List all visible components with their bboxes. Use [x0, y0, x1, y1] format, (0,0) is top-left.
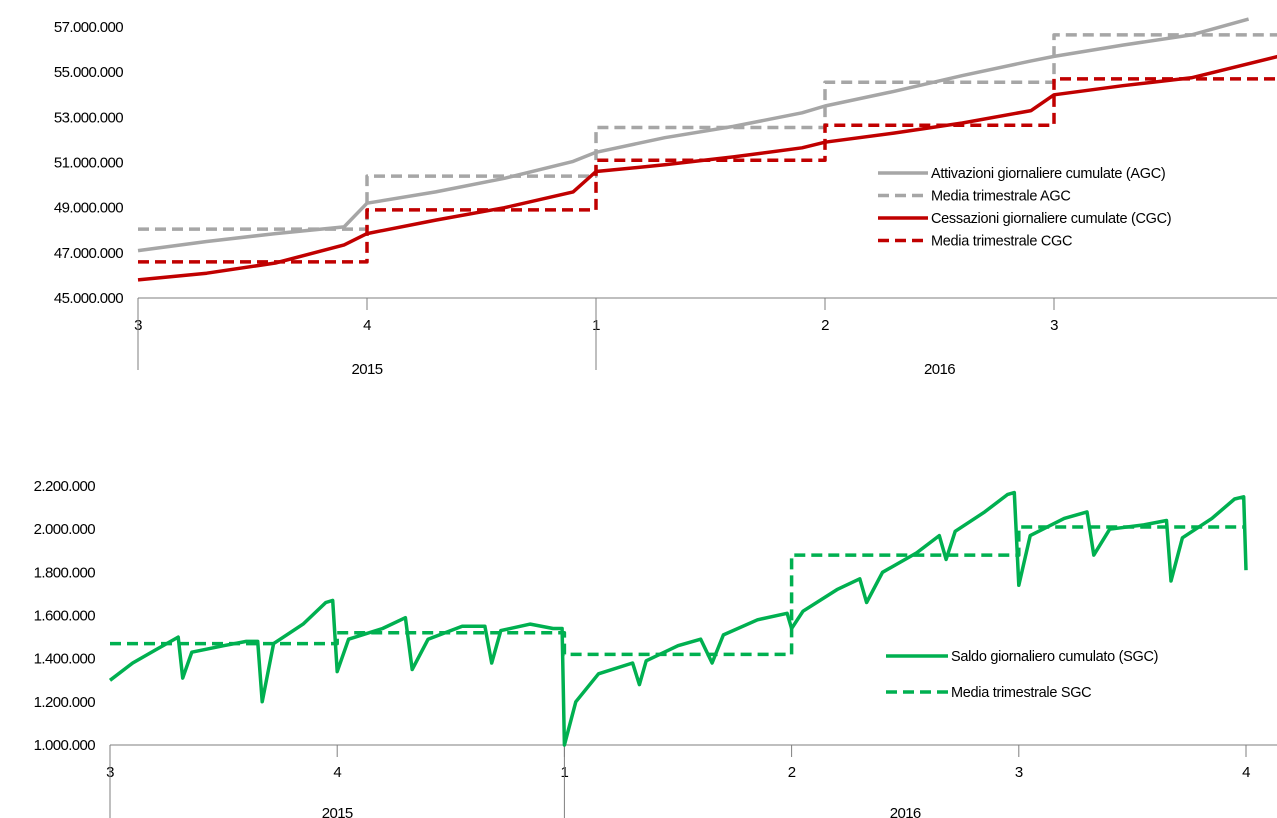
x-tick-label: 2: [788, 764, 796, 781]
year-label: 2016: [924, 361, 955, 378]
x-tick-label: 4: [333, 764, 341, 781]
y-tick-label: 1.000.000: [34, 737, 96, 754]
y-tick-label: 1.600.000: [34, 608, 96, 625]
chart-cumulative-balance: 1.000.000 1.200.000 1.400.000 1.600.000 1.80…: [34, 478, 1277, 818]
series-line-attivazioni-giornaliere-cumulate-agc: [137, 17, 1250, 253]
series-group: [108, 490, 1248, 747]
legend-label: Media trimestrale CGC: [931, 234, 1072, 250]
chart-cumulative-flows: 45.000.000 47.000.000 49.000.000 51.000.000…: [54, 17, 1277, 378]
y-tick-label: 1.200.000: [34, 694, 96, 711]
series-line-saldo-giornaliero-cumulato-sgc: [108, 490, 1248, 747]
y-tick-label: 45.000.000: [54, 290, 123, 307]
legend: Saldo giornaliero cumulato (SGC) Media tr…: [886, 649, 1159, 701]
x-tick-label: 4: [1242, 764, 1250, 781]
series-line-cessazioni-giornaliere-cumulate-cgc: [137, 54, 1277, 282]
legend-label: Media trimestrale AGC: [931, 189, 1071, 205]
legend: Attivazioni giornaliere cumulate (AGC) Me…: [878, 166, 1172, 250]
x-axis-group: 34123420152016: [134, 298, 1059, 378]
y-tick-label: 2.200.000: [34, 478, 96, 495]
y-tick-label: 1.400.000: [34, 651, 96, 668]
series-group: [137, 17, 1277, 282]
legend-label: Cessazioni giornaliere cumulate (CGC): [931, 211, 1171, 227]
year-label: 2016: [890, 805, 921, 818]
y-tick-label: 53.000.000: [54, 109, 123, 126]
y-axis-ticks: 45.000.000 47.000.000 49.000.000 51.000.000…: [54, 19, 124, 307]
y-tick-label: 57.000.000: [54, 19, 123, 36]
series-line-media-trimestrale-sgc: [110, 525, 1246, 657]
x-tick-label: 3: [1050, 317, 1058, 334]
legend-label: Saldo giornaliero cumulato (SGC): [951, 649, 1158, 665]
y-tick-label: 47.000.000: [54, 245, 123, 262]
y-axis-ticks: 1.000.000 1.200.000 1.400.000 1.600.000 1.80…: [34, 478, 96, 754]
x-tick-label: 4: [363, 317, 371, 334]
year-label: 2015: [352, 361, 383, 378]
y-tick-label: 55.000.000: [54, 64, 123, 81]
x-axis-group: 34123420152016: [106, 745, 1251, 818]
series-line-media-trimestrale-cgc: [138, 77, 1277, 264]
x-tick-label: 2: [821, 317, 829, 334]
legend-label: Media trimestrale SGC: [951, 685, 1091, 701]
series-line-media-trimestrale-agc: [138, 33, 1277, 231]
y-tick-label: 49.000.000: [54, 200, 123, 217]
year-label: 2015: [322, 805, 353, 818]
y-tick-label: 2.000.000: [34, 521, 96, 538]
y-tick-label: 51.000.000: [54, 155, 123, 172]
x-tick-label: 3: [1015, 764, 1023, 781]
legend-label: Attivazioni giornaliere cumulate (AGC): [931, 166, 1165, 182]
y-tick-label: 1.800.000: [34, 564, 96, 581]
